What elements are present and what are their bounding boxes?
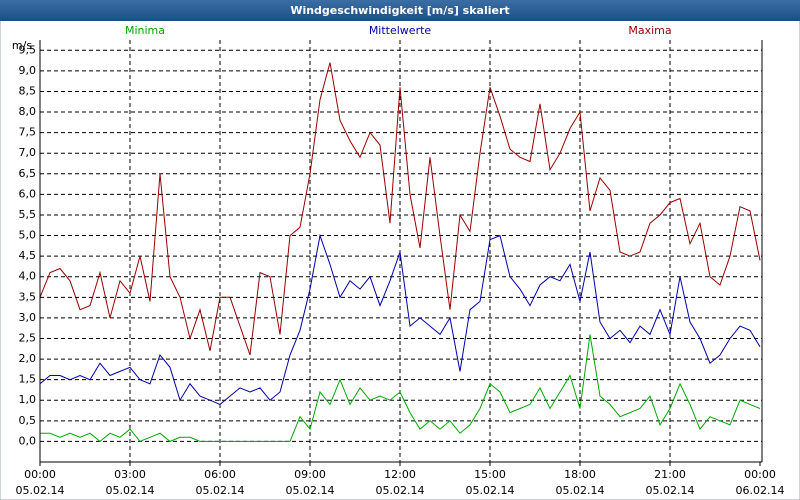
x-tick-label: 03:00 [114, 468, 146, 481]
y-tick-label: 0,5 [19, 414, 37, 427]
x-tick-date: 06.02.14 [736, 484, 785, 497]
y-tick-label: 0,0 [19, 434, 37, 447]
y-tick-label: 6,0 [19, 187, 37, 200]
y-tick-label: 4,0 [19, 270, 37, 283]
y-tick-label: 8,5 [19, 84, 37, 97]
y-tick-label: 5,5 [19, 208, 37, 221]
x-tick-date: 05.02.14 [196, 484, 245, 497]
x-tick-label: 15:00 [474, 468, 506, 481]
y-tick-label: 1,0 [19, 393, 37, 406]
chart-title: Windgeschwindigkeit [m/s] skaliert [290, 4, 509, 17]
y-tick-label: 8,0 [19, 105, 37, 118]
title-bar [0, 0, 800, 21]
series-line [39, 62, 761, 356]
x-tick-date: 05.02.14 [16, 484, 65, 497]
legend-label: Mittelwerte [369, 24, 432, 37]
x-tick-label: 09:00 [294, 468, 326, 481]
x-tick-date: 05.02.14 [106, 484, 155, 497]
y-tick-label: 7,0 [19, 146, 37, 159]
y-tick-label: 2,0 [19, 352, 37, 365]
y-tick-label: 4,5 [19, 249, 37, 262]
x-tick-label: 06:00 [204, 468, 236, 481]
x-tick-date: 05.02.14 [286, 484, 335, 497]
legend-label: Minima [125, 24, 165, 37]
x-tick-date: 05.02.14 [466, 484, 515, 497]
x-tick-label: 00:00 [744, 468, 776, 481]
x-tick-date: 05.02.14 [376, 484, 425, 497]
x-tick-date: 05.02.14 [646, 484, 695, 497]
y-tick-label: 2,5 [19, 331, 37, 344]
y-tick-label: 5,0 [19, 229, 37, 242]
x-tick-label: 18:00 [564, 468, 596, 481]
y-tick-label: 9,0 [19, 64, 37, 77]
y-tick-label: 3,5 [19, 290, 37, 303]
x-tick-label: 12:00 [384, 468, 416, 481]
x-tick-label: 21:00 [654, 468, 686, 481]
x-tick-date: 05.02.14 [556, 484, 605, 497]
y-tick-label: 7,5 [19, 126, 37, 139]
y-unit: m/s [12, 39, 32, 52]
y-tick-label: 1,5 [19, 373, 37, 386]
y-tick-label: 9,5 [19, 43, 37, 56]
y-tick-label: 6,5 [19, 167, 37, 180]
y-tick-label: 3,0 [19, 311, 37, 324]
series-line [39, 233, 761, 405]
legend-label: Maxima [628, 24, 671, 37]
series-line [40, 334, 761, 443]
x-tick-label: 00:00 [24, 468, 56, 481]
